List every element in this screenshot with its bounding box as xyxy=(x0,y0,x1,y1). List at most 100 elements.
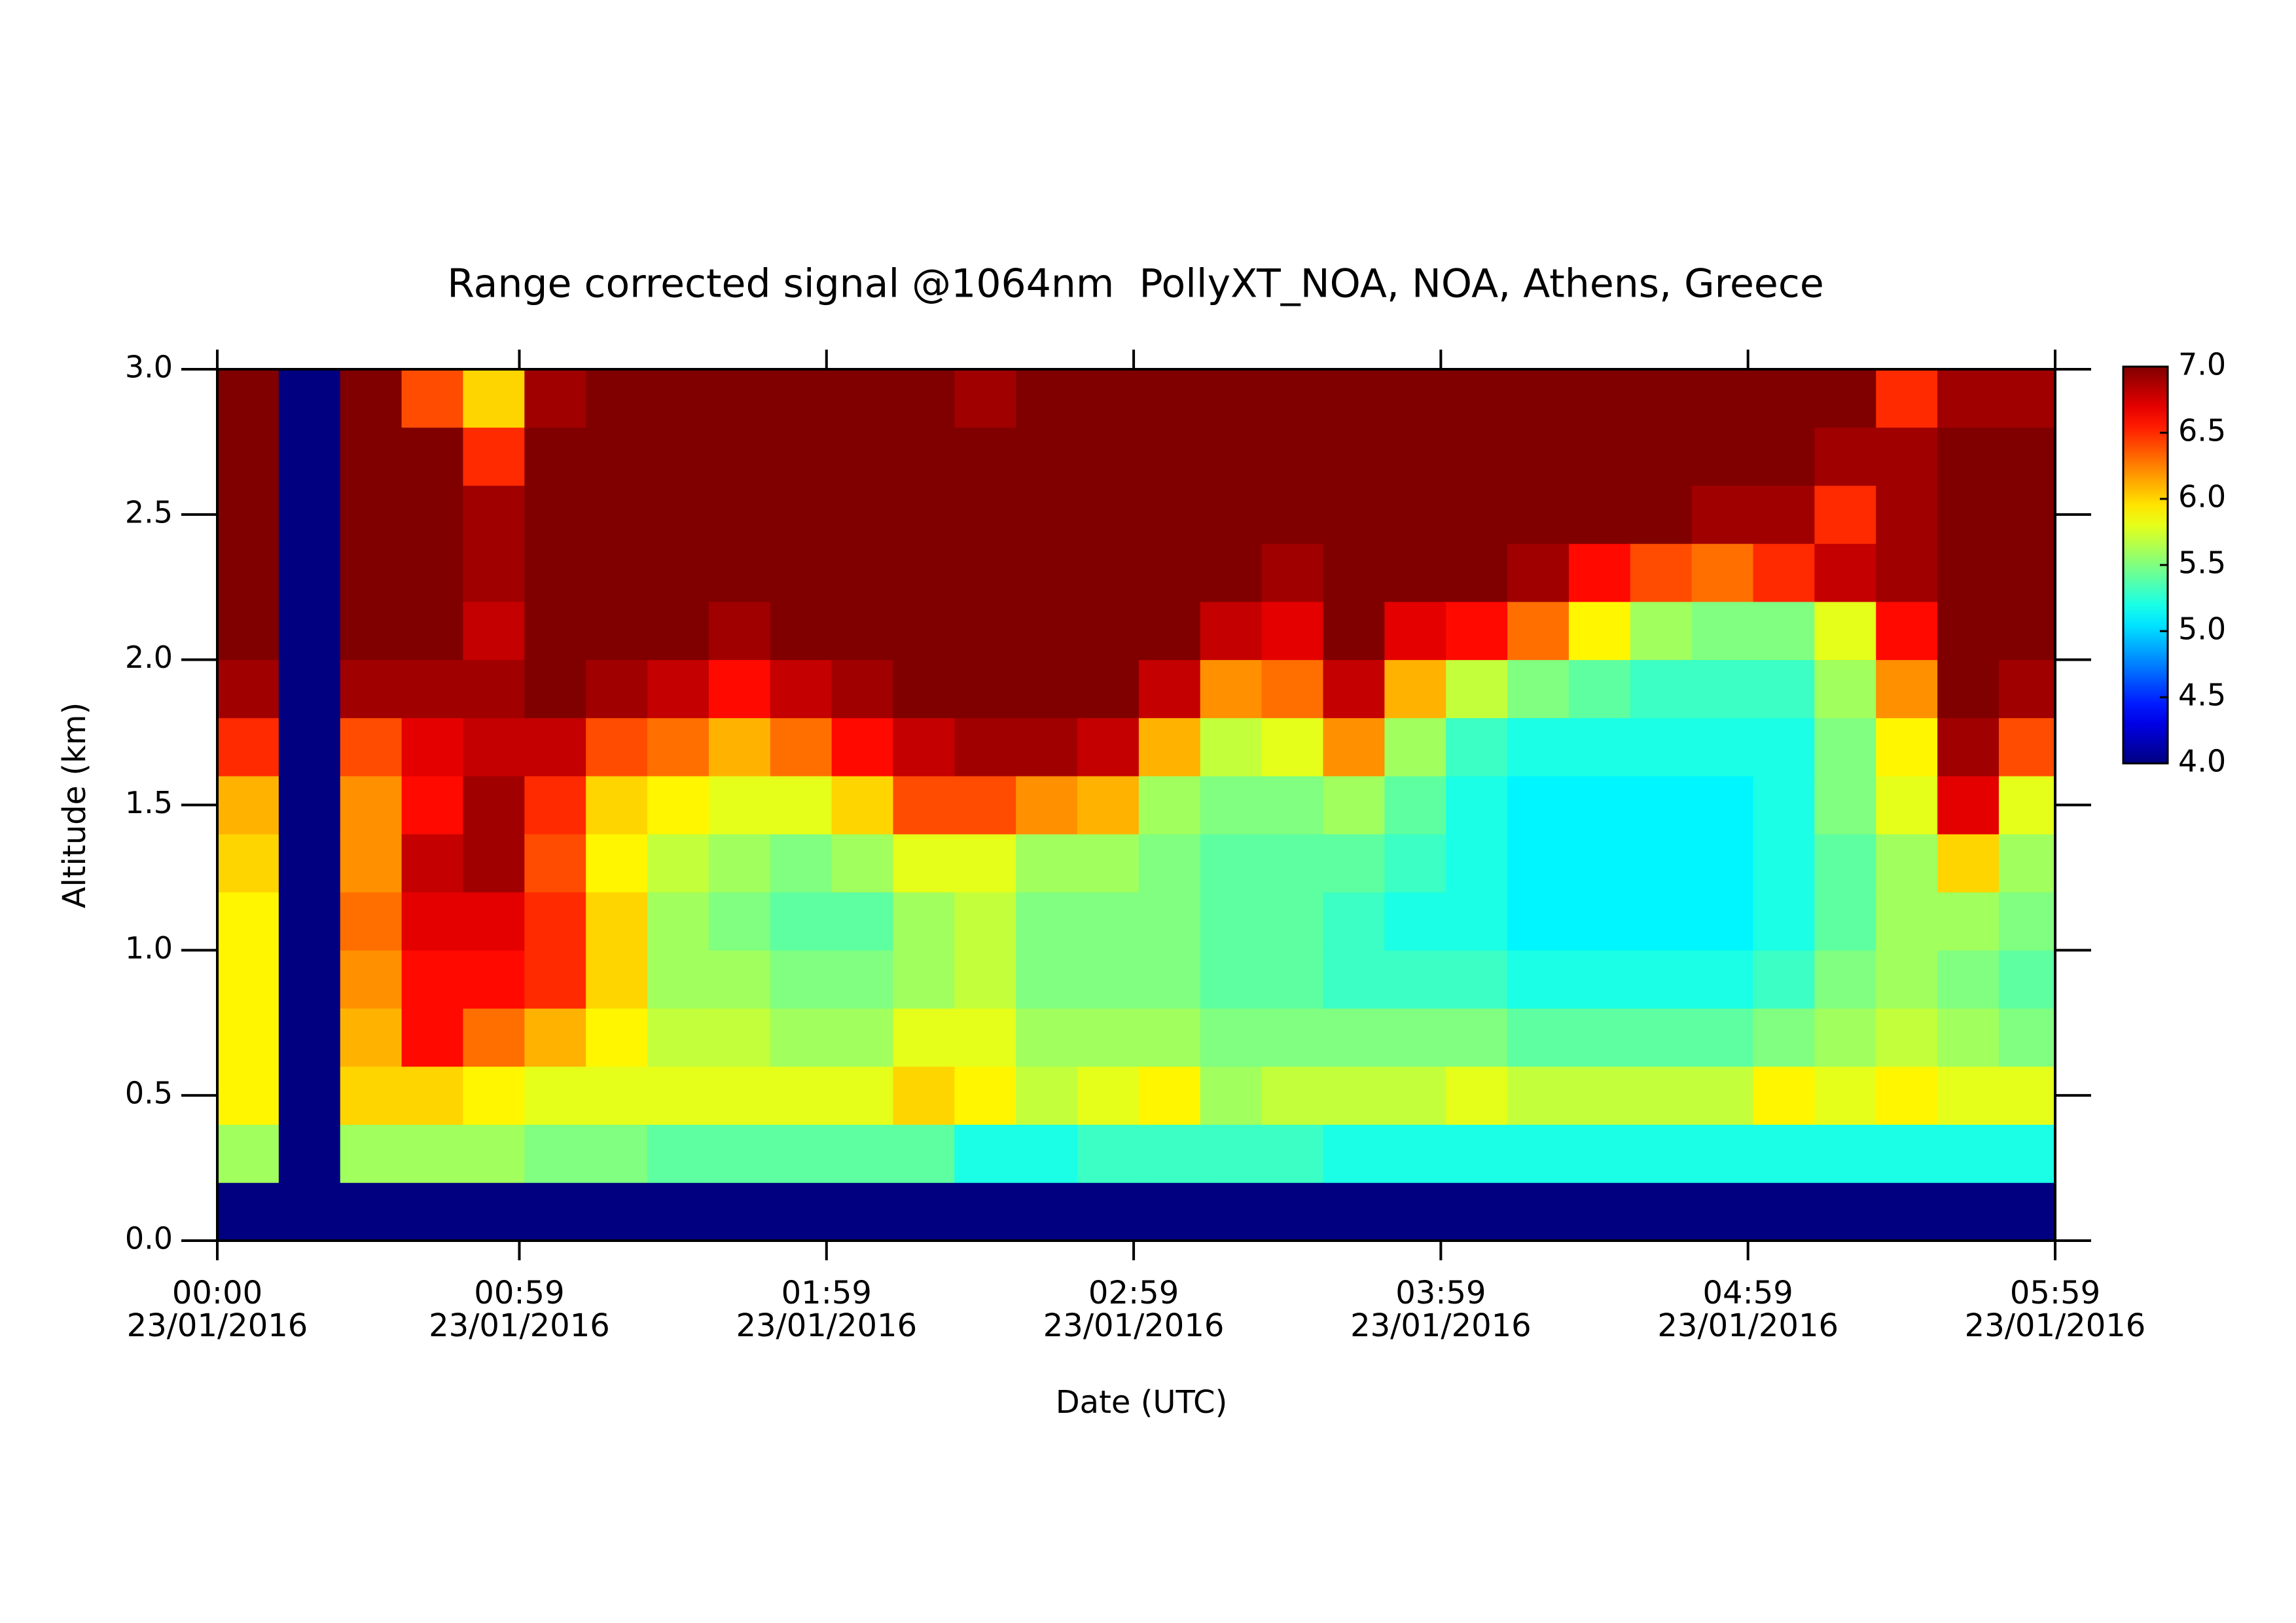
heat-cell xyxy=(1323,601,1385,661)
heat-cell xyxy=(1200,485,1263,544)
colorbar-tick-label: 5.5 xyxy=(2178,545,2226,581)
heat-cell xyxy=(1016,776,1078,835)
heat-cell xyxy=(1261,776,1323,835)
heat-cell xyxy=(770,833,833,893)
heat-cell xyxy=(1446,1182,1508,1241)
heat-cell xyxy=(1507,776,1570,835)
heat-cell xyxy=(1077,1182,1139,1241)
heat-cell xyxy=(1384,427,1446,486)
heat-cell xyxy=(1568,1124,1631,1183)
heat-cell xyxy=(1261,718,1323,776)
heat-cell xyxy=(647,427,709,486)
heat-cell xyxy=(1507,1008,1570,1067)
heat-cell xyxy=(1630,485,1693,544)
heat-cell xyxy=(831,1066,893,1125)
heat-cell xyxy=(401,718,463,776)
heat-cell xyxy=(1446,601,1508,661)
heat-cell xyxy=(1568,1008,1631,1067)
heat-cell xyxy=(831,601,893,661)
heat-cell xyxy=(1507,1182,1570,1241)
heat-cell xyxy=(340,659,403,718)
heat-cell xyxy=(1753,601,1815,661)
heat-cell xyxy=(340,892,403,951)
heat-cell xyxy=(770,659,833,718)
heat-cell xyxy=(1568,1182,1631,1241)
heat-cell xyxy=(893,1008,955,1067)
heat-cell xyxy=(1814,833,1876,893)
heat-cell xyxy=(1630,1066,1693,1125)
heat-cell xyxy=(1446,718,1508,776)
heat-cell xyxy=(954,601,1016,661)
heat-cell xyxy=(586,833,648,893)
heat-cell xyxy=(831,950,893,1009)
heat-cell xyxy=(586,1066,648,1125)
x-tick-label: 03:59 23/01/2016 xyxy=(1350,1275,1532,1344)
heat-cell xyxy=(647,833,709,893)
heat-cell xyxy=(1753,369,1815,428)
heat-cell xyxy=(1261,543,1323,602)
heat-cell xyxy=(1261,1008,1323,1067)
heat-cell xyxy=(954,1008,1016,1067)
heat-cell xyxy=(1323,543,1385,602)
heat-cell xyxy=(1446,543,1508,602)
heat-cell xyxy=(831,369,893,428)
heat-cell xyxy=(401,659,463,718)
heat-cell xyxy=(1630,543,1693,602)
heat-cell xyxy=(954,1182,1016,1241)
heat-cell xyxy=(340,833,403,893)
heat-cell xyxy=(1998,1124,2055,1183)
heat-cell xyxy=(1138,833,1201,893)
heat-cell xyxy=(1323,427,1385,486)
heat-cell xyxy=(1998,659,2055,718)
heat-cell xyxy=(463,833,525,893)
heat-cell xyxy=(954,369,1016,428)
heat-cell xyxy=(1630,833,1693,893)
heat-cell xyxy=(463,1066,525,1125)
chart-title: Range corrected signal @1064nm PollyXT_N… xyxy=(447,261,1824,307)
heat-cell xyxy=(831,1008,893,1067)
heat-cell xyxy=(1876,601,1938,661)
heat-cell xyxy=(1077,1066,1139,1125)
heat-cell xyxy=(708,1124,771,1183)
heat-cell xyxy=(647,950,709,1009)
heat-cell xyxy=(1814,369,1876,428)
heat-cell xyxy=(1261,369,1323,428)
heat-cell xyxy=(1138,1182,1201,1241)
y-tick-label: 2.0 xyxy=(125,640,173,675)
heat-cell xyxy=(1998,776,2055,835)
heat-cell xyxy=(1937,892,2000,951)
heat-cell xyxy=(1691,950,1754,1009)
heat-cell xyxy=(1384,601,1446,661)
heat-cell xyxy=(1937,659,2000,718)
heat-cell xyxy=(1876,543,1938,602)
heat-cell xyxy=(1507,427,1570,486)
heat-cell xyxy=(1876,659,1938,718)
heat-cell xyxy=(463,1008,525,1067)
heat-cell xyxy=(1691,892,1754,951)
heat-cell xyxy=(1691,1182,1754,1241)
heat-cell xyxy=(1630,1124,1693,1183)
heat-cell xyxy=(1200,601,1263,661)
heat-cell xyxy=(1507,892,1570,951)
heat-cell xyxy=(1998,543,2055,602)
heat-cell xyxy=(770,485,833,544)
heat-cell xyxy=(893,1066,955,1125)
heat-cell xyxy=(463,1124,525,1183)
heat-cell xyxy=(954,892,1016,951)
heat-cell xyxy=(586,1008,648,1067)
heat-cell xyxy=(893,718,955,776)
heat-cell xyxy=(217,369,279,428)
heat-cell xyxy=(586,485,648,544)
y-tick-label: 0.0 xyxy=(125,1221,173,1256)
heat-cell xyxy=(647,1124,709,1183)
heat-cell xyxy=(586,1182,648,1241)
heat-cell xyxy=(1138,1124,1201,1183)
heat-cell xyxy=(1323,369,1385,428)
heat-cell xyxy=(708,601,771,661)
heat-cell xyxy=(1691,543,1754,602)
heat-cell xyxy=(1876,950,1938,1009)
heat-cell xyxy=(1691,1066,1754,1125)
heat-cell xyxy=(524,485,586,544)
heat-cell xyxy=(340,1066,403,1125)
heat-cell xyxy=(1814,718,1876,776)
